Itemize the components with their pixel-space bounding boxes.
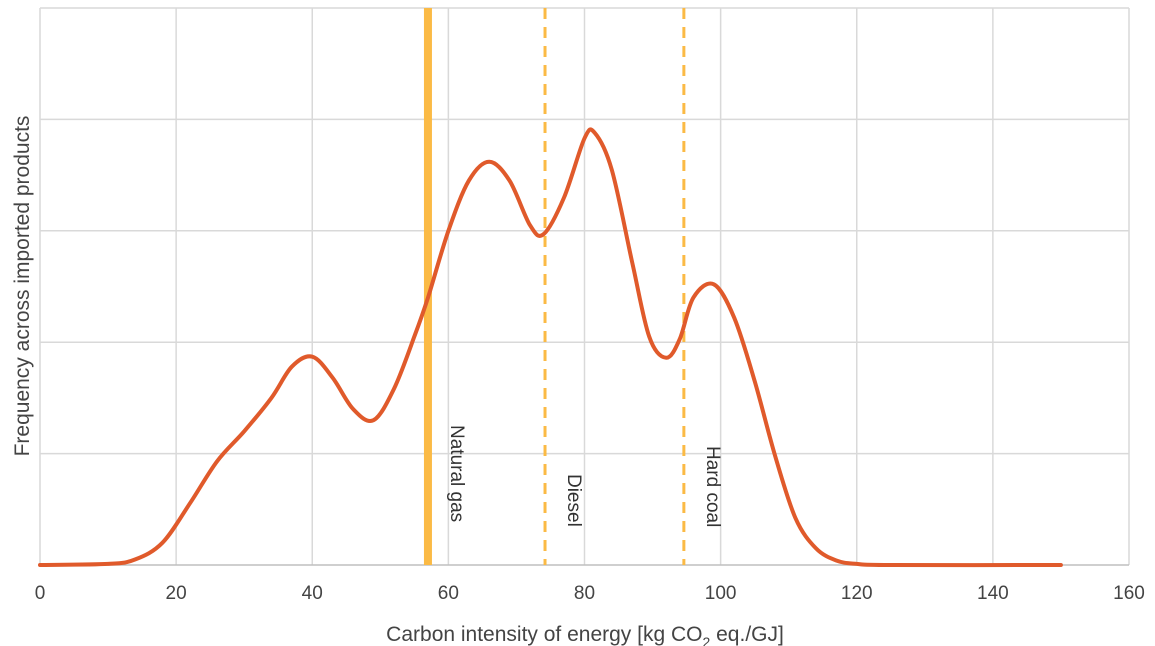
reference-label-natural-gas: Natural gas	[446, 425, 467, 522]
reference-label-hard-coal: Hard coal	[702, 446, 723, 527]
series-layer	[38, 127, 1063, 568]
x-tick-label-120: 120	[841, 583, 873, 604]
grid	[39, 7, 1130, 566]
reference-label-diesel: Diesel	[563, 474, 584, 527]
x-tick-labels: 0 20 40 60 80 100 120 140 160	[35, 583, 1145, 604]
y-axis-title: Frequency across imported products	[11, 116, 34, 457]
x-axis-title: Carbon intensity of energy [kg CO2 eq./G…	[386, 623, 784, 646]
x-tick-label-60: 60	[438, 583, 459, 604]
x-tick-label-40: 40	[302, 583, 323, 604]
x-axis-title-subscript: 2	[703, 634, 711, 646]
x-tick-label-20: 20	[166, 583, 187, 604]
x-tick-label-160: 160	[1113, 583, 1145, 604]
x-tick-label-140: 140	[977, 583, 1009, 604]
reference-lines: Natural gas Diesel Hard coal	[423, 8, 723, 565]
density-curve-0	[38, 127, 1063, 568]
x-tick-label-100: 100	[705, 583, 737, 604]
x-tick-label-0: 0	[35, 583, 46, 604]
x-tick-label-80: 80	[574, 583, 595, 604]
